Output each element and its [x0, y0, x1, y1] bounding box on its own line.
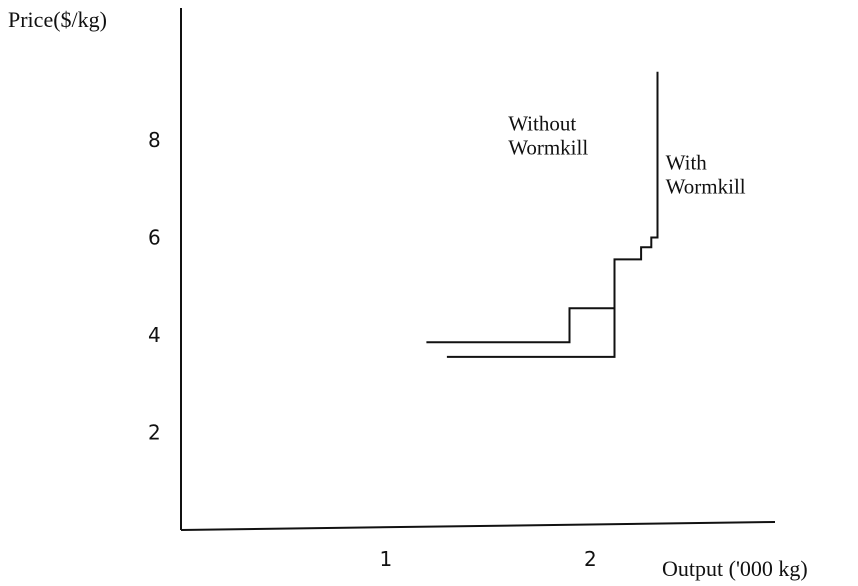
with-wormkill-line: [446, 308, 616, 358]
series-lines: [426, 71, 659, 358]
without-wormkill-line: [426, 71, 659, 344]
x-axis-label: Output ('000 kg): [662, 556, 808, 581]
y-tick-labels: 2 4 6 8: [148, 128, 161, 445]
y-tick-label: 8: [148, 128, 161, 152]
annotation-line: Without: [508, 111, 576, 135]
x-axis-line: [180, 521, 776, 531]
annotation-line: Wormkill: [508, 135, 588, 159]
y-tick-label: 2: [148, 421, 161, 445]
with-wormkill-label: With Wormkill: [666, 150, 746, 198]
annotation-line: With: [666, 150, 708, 174]
x-tick-label: 2: [584, 547, 597, 571]
x-tick-label: 1: [380, 547, 393, 571]
y-axis-label: Price($/kg): [8, 7, 107, 32]
y-tick-label: 4: [148, 323, 161, 347]
y-tick-label: 6: [148, 226, 161, 250]
without-wormkill-label: Without Wormkill: [508, 111, 588, 159]
annotation-line: Wormkill: [666, 174, 746, 198]
